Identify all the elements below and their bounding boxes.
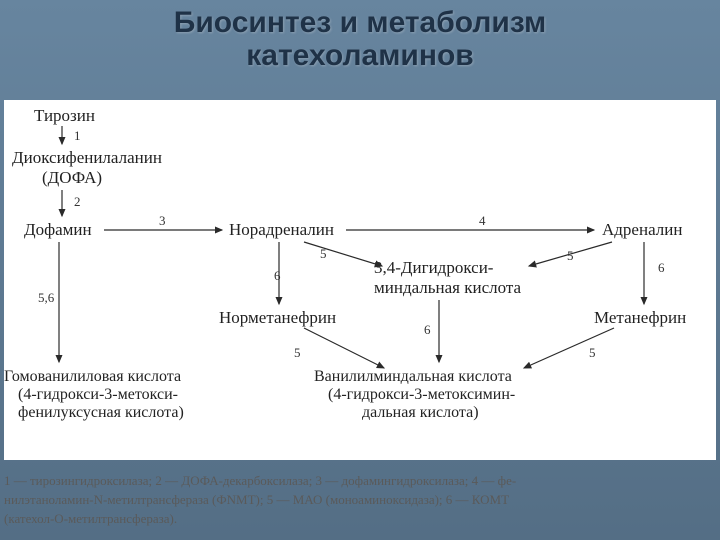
legend-line-1: 1 — тирозингидроксилаза; 2 — ДОФА-декарб… (4, 472, 716, 491)
slide: Биосинтез и метаболизм катехоламинов Тир… (0, 0, 720, 540)
legend: 1 — тирозингидроксилаза; 2 — ДОФА-декарб… (4, 472, 716, 529)
legend-line-2: нилэтаноламин-N-метилтрансфераза (ФNMТ);… (4, 491, 716, 510)
arrows-svg (4, 100, 716, 460)
title-line-1: Биосинтез и метаболизм (174, 6, 546, 39)
title-line-2: катехоламинов (174, 39, 546, 72)
legend-line-3: (катехол-О-метилтрансфераза). (4, 510, 716, 529)
slide-title: Биосинтез и метаболизм катехоламинов (174, 6, 546, 72)
diagram-area: Тирозин Диоксифенилаланин (ДОФА) Дофамин… (4, 100, 716, 460)
